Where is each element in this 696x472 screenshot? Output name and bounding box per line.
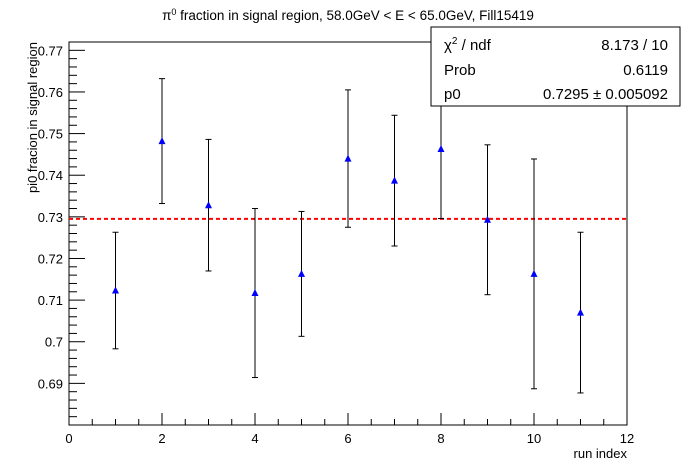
data-point-marker	[158, 137, 166, 145]
stats-chi2-rest: / ndf	[457, 37, 491, 54]
stats-prob-label: Prob	[444, 62, 476, 79]
y-tick-label: 0.75	[38, 127, 63, 142]
data-point-marker	[530, 269, 538, 277]
y-tick-label: 0.76	[38, 85, 63, 100]
x-axis-tick-labels: 0 2 4 6 8 10 12	[65, 431, 634, 446]
stats-chi2-symbol: χ	[444, 37, 452, 54]
stats-p0-value: 0.7295 ± 0.005092	[543, 86, 668, 103]
data-point-marker	[344, 154, 352, 162]
y-tick-label: 0.7	[45, 335, 63, 350]
y-axis-ticks	[69, 41, 85, 426]
x-tick-label: 6	[344, 431, 351, 446]
stats-prob-value: 0.6119	[623, 62, 668, 79]
data-point-marker	[437, 144, 445, 152]
stats-chi2-label: χ2 / ndf	[444, 36, 492, 54]
chart-title: π0 fraction in signal region, 58.0GeV < …	[162, 7, 534, 23]
x-tick-label: 4	[251, 431, 258, 446]
stats-box-frame	[430, 26, 681, 107]
stats-chi2-sup: 2	[452, 36, 458, 47]
data-point-marker	[112, 286, 119, 294]
x-tick-label: 12	[620, 431, 634, 446]
chart-title-text: fraction in signal region, 58.0GeV < E <…	[176, 8, 533, 23]
y-tick-label: 0.71	[38, 293, 63, 308]
y-axis-label: pi0 fracion in signal region	[25, 42, 40, 193]
x-tick-label: 2	[158, 431, 165, 446]
error-bars	[112, 78, 584, 394]
y-tick-label: 0.69	[38, 376, 63, 391]
x-tick-label: 10	[527, 431, 541, 446]
data-point-marker	[298, 269, 305, 277]
data-point-marker	[251, 289, 259, 297]
data-point-marker	[484, 215, 491, 223]
y-tick-label: 0.73	[38, 210, 63, 225]
y-axis-tick-labels: 0.69 0.7 0.71 0.72 0.73 0.74 0.75 0.76 0.77	[38, 43, 63, 391]
x-axis-ticks	[68, 413, 628, 425]
chart-title-superscript: 0	[171, 7, 176, 17]
y-tick-label: 0.74	[38, 168, 63, 183]
data-point-marker	[205, 201, 212, 209]
y-tick-label: 0.72	[38, 251, 63, 266]
data-point-marker	[577, 308, 584, 316]
stats-chi2-value: 8.173 / 10	[601, 37, 668, 54]
x-tick-label: 8	[437, 431, 444, 446]
chart-title-symbol: π	[162, 8, 171, 23]
stats-box: χ2 / ndf 8.173 / 10 Prob 0.6119 p0 0.729…	[430, 26, 681, 107]
y-tick-label: 0.77	[38, 43, 63, 58]
stats-p0-label: p0	[444, 86, 461, 103]
x-tick-label: 0	[65, 431, 72, 446]
data-points	[112, 137, 584, 316]
x-axis-label: run index	[574, 446, 628, 461]
data-point-marker	[391, 176, 398, 184]
